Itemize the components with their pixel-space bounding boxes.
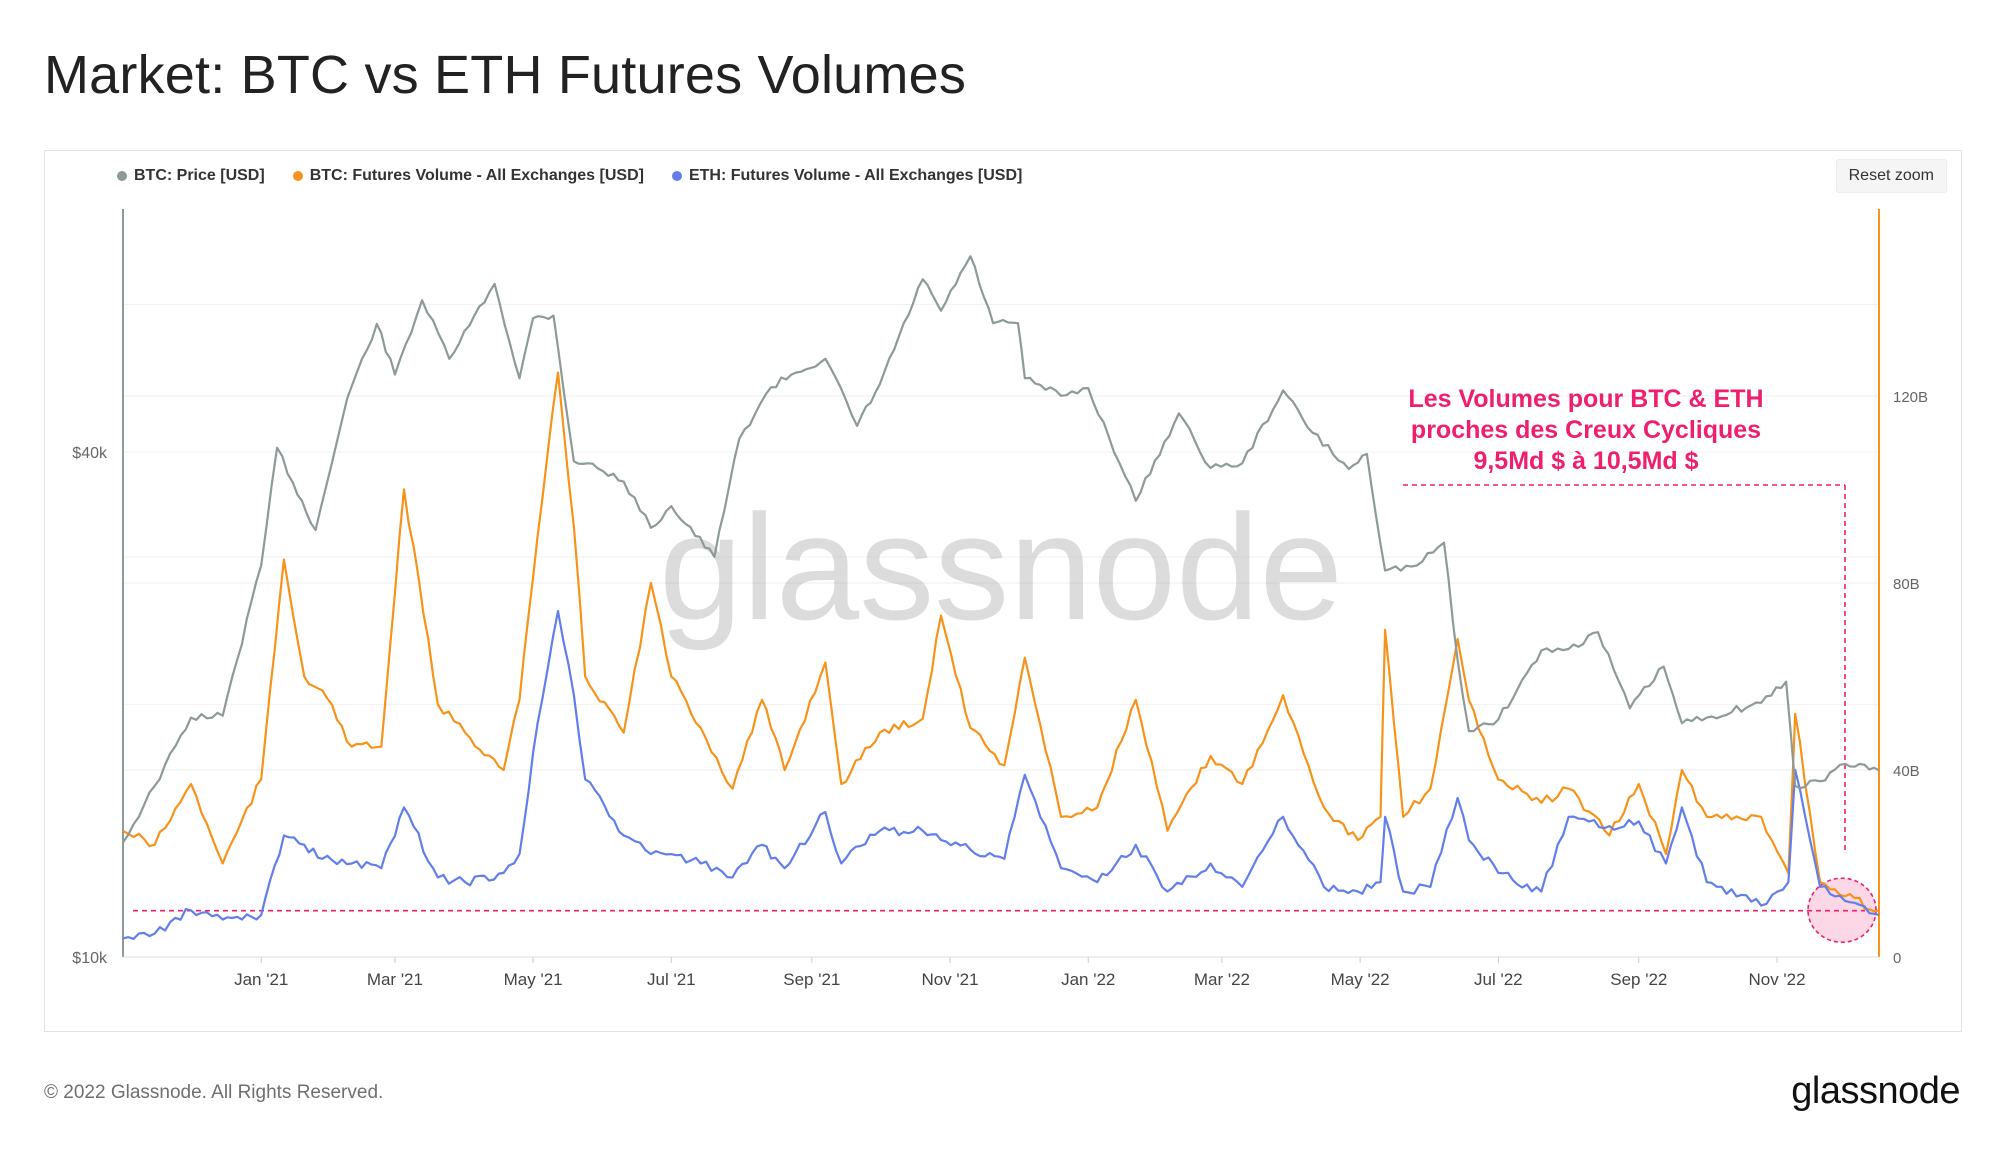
x-tick-label: Nov '21 xyxy=(921,970,978,989)
x-tick-label: Sep '22 xyxy=(1610,970,1667,989)
y-left-tick-label: $40k xyxy=(72,445,108,462)
annotation-line: Les Volumes pour BTC & ETH xyxy=(1408,385,1764,413)
x-tick-label: May '22 xyxy=(1331,970,1390,989)
legend-marker-eth-futures-volume xyxy=(671,171,682,181)
y-right-tick-label: 80B xyxy=(1893,576,1920,593)
legend-label-eth-futures-volume: ETH: Futures Volume - All Exchanges [USD… xyxy=(688,167,1023,184)
legend-item-eth-futures-volume[interactable]: ETH: Futures Volume - All Exchanges [USD… xyxy=(671,167,1023,185)
watermark-text: glassnode xyxy=(659,483,1343,651)
chart-annotation: Les Volumes pour BTC & ETH proches des C… xyxy=(1356,384,1816,477)
page-title: Market: BTC vs ETH Futures Volumes xyxy=(44,45,967,105)
legend-label-btc-futures-volume: BTC: Futures Volume - All Exchanges [USD… xyxy=(309,167,644,184)
x-tick-label: Jul '21 xyxy=(647,970,696,989)
series-line-eth-futures-volume xyxy=(122,610,1880,940)
legend-marker-btc-price xyxy=(117,171,127,181)
footer-logo: glassnode xyxy=(1791,1070,1960,1112)
x-tick-label: Jan '22 xyxy=(1061,970,1115,989)
annotation-highlight-circle xyxy=(1807,877,1877,944)
x-tick-label: Sep '21 xyxy=(783,970,840,989)
legend-item-btc-futures-volume[interactable]: BTC: Futures Volume - All Exchanges [USD… xyxy=(292,167,644,185)
x-tick-label: Jul '22 xyxy=(1474,970,1523,989)
series-line-btc-futures-volume xyxy=(122,371,1880,913)
legend-marker-btc-futures-volume xyxy=(292,171,303,181)
chart-legend: BTC: Price [USD] BTC: Futures Volume - A… xyxy=(117,167,1022,185)
x-tick-label: May '21 xyxy=(504,970,563,989)
y-right-tick-label: 120B xyxy=(1893,389,1928,406)
series-line-btc-price xyxy=(122,255,1880,844)
annotation-line: 9,5Md $ à 10,5Md $ xyxy=(1473,447,1699,475)
x-tick-label: Mar '22 xyxy=(1194,970,1250,989)
x-tick-label: Jan '21 xyxy=(234,970,288,989)
footer-copyright: © 2022 Glassnode. All Rights Reserved. xyxy=(44,1082,384,1103)
legend-item-btc-price[interactable]: BTC: Price [USD] xyxy=(117,167,265,185)
annotation-line: proches des Creux Cycliques xyxy=(1410,416,1762,444)
reset-zoom-button[interactable]: Reset zoom xyxy=(1835,159,1947,193)
chart-container: BTC: Price [USD] BTC: Futures Volume - A… xyxy=(44,150,1962,1032)
y-right-tick-label: 40B xyxy=(1893,763,1920,780)
chart-plot: glassnode $10k $40k 0 40B 80B 120B Jan '21 Mar '… xyxy=(72,209,1928,989)
y-right-tick-label: 0 xyxy=(1893,950,1901,967)
legend-label-btc-price: BTC: Price [USD] xyxy=(134,167,265,184)
x-tick-label: Mar '21 xyxy=(367,970,423,989)
y-left-tick-label: $10k xyxy=(72,950,108,967)
x-tick-label: Nov '22 xyxy=(1748,970,1805,989)
